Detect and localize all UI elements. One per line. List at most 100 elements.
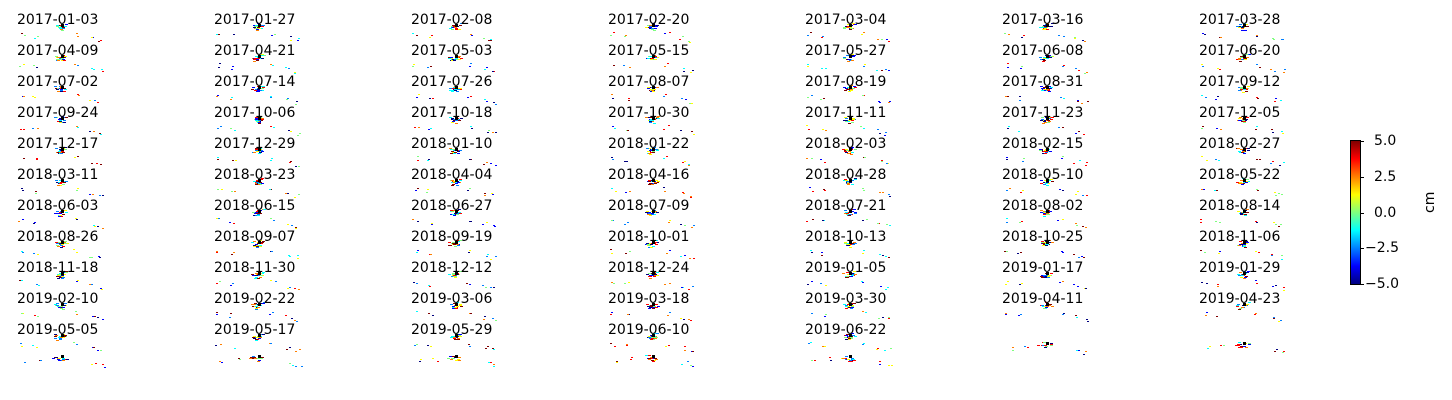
map-pixel (648, 358, 651, 359)
map-pixel (1006, 159, 1008, 160)
map-pixel (1063, 98, 1065, 99)
map-pixel (232, 283, 234, 284)
map-pixel (1042, 342, 1045, 343)
map-pixel (1216, 316, 1218, 317)
map-pixel (847, 184, 850, 185)
map-pixel (414, 127, 416, 128)
map-pixel (1275, 195, 1277, 196)
map-pixel (219, 361, 221, 362)
map-pixel (1256, 222, 1258, 223)
map-pixel (260, 358, 263, 359)
map-pixel (886, 163, 888, 164)
map-pixel (258, 122, 261, 123)
map-pixel (653, 59, 656, 60)
map-pixel (625, 35, 627, 36)
map-pixel (1019, 96, 1021, 97)
map-pixel (58, 153, 61, 154)
map-pixel (654, 183, 657, 184)
map-pixel (611, 312, 613, 313)
map-pixel (1023, 158, 1025, 159)
map-pixel (482, 285, 484, 286)
map-pixel (629, 67, 631, 68)
map-pixel (470, 221, 472, 222)
map-pixel (261, 357, 264, 358)
map-pixel (1043, 216, 1046, 217)
map-pixel (100, 40, 102, 41)
map-pixel (611, 157, 613, 158)
map-pixel (1236, 59, 1239, 60)
map-pixel (59, 339, 62, 340)
map-pixel (417, 221, 419, 222)
map-pixel (233, 223, 235, 224)
map-pixel (77, 94, 79, 95)
map-pixel (821, 68, 823, 69)
map-pixel (1217, 68, 1219, 69)
map-pixel (862, 344, 864, 345)
map-pixel (1043, 28, 1046, 29)
map-pixel (1273, 318, 1275, 319)
map-pixel (216, 283, 218, 284)
map-pixel (684, 161, 686, 162)
map-pixel (1256, 283, 1258, 284)
map-pixel (255, 215, 258, 216)
map-pixel (1256, 64, 1258, 65)
map-pixel (1204, 252, 1206, 253)
map-pixel (811, 313, 813, 314)
map-pixel (1007, 67, 1009, 68)
map-pixel (451, 59, 454, 60)
panel-date-label: 2018-10-25 (1002, 229, 1084, 245)
map-pixel (1073, 163, 1075, 164)
map-pixel (24, 362, 26, 363)
map-pixel (455, 357, 458, 358)
map-pixel (21, 313, 23, 314)
map-pixel (1242, 92, 1245, 93)
map-pixel (453, 276, 456, 277)
map-pixel (610, 343, 612, 344)
map-pixel (257, 91, 260, 92)
map-pixel (1005, 96, 1007, 97)
map-pixel (1057, 220, 1059, 221)
map-pixel (230, 313, 232, 314)
map-pixel (58, 183, 61, 184)
map-pixel (648, 358, 651, 359)
map-pixel (22, 96, 24, 97)
map-pixel (845, 276, 848, 277)
map-pixel (613, 65, 615, 66)
map-pixel (297, 258, 299, 259)
panel-date-label: 2017-06-20 (1199, 43, 1281, 59)
map-pixel (1204, 34, 1206, 35)
map-pixel (690, 196, 692, 197)
map-pixel (258, 121, 261, 122)
map-pixel (860, 126, 862, 127)
map-pixel (876, 349, 878, 350)
map-pixel (1283, 162, 1285, 163)
map-pixel (851, 184, 854, 185)
map-pixel (1280, 224, 1282, 225)
map-pixel (454, 152, 457, 153)
map-pixel (1083, 257, 1085, 258)
map-pixel (230, 285, 232, 286)
map-pixel (490, 362, 492, 363)
map-pixel (650, 339, 653, 340)
map-pixel (1241, 307, 1244, 308)
map-pixel (611, 253, 613, 254)
map-pixel (451, 91, 454, 92)
map-pixel (484, 69, 486, 70)
map-pixel (1043, 245, 1046, 246)
map-pixel (101, 289, 103, 290)
map-pixel (851, 358, 854, 359)
map-pixel (1085, 227, 1087, 228)
map-pixel (612, 159, 614, 160)
map-pixel (1084, 288, 1086, 289)
panel-date-label: 2017-01-03 (17, 12, 99, 28)
map-pixel (469, 250, 471, 251)
map-pixel (879, 102, 881, 103)
map-pixel (58, 358, 61, 359)
map-pixel (663, 187, 665, 188)
map-pixel (97, 317, 99, 318)
map-pixel (651, 121, 654, 122)
map-pixel (843, 28, 846, 29)
map-pixel (455, 307, 458, 308)
panel-map (24, 355, 106, 368)
map-pixel (256, 245, 259, 246)
